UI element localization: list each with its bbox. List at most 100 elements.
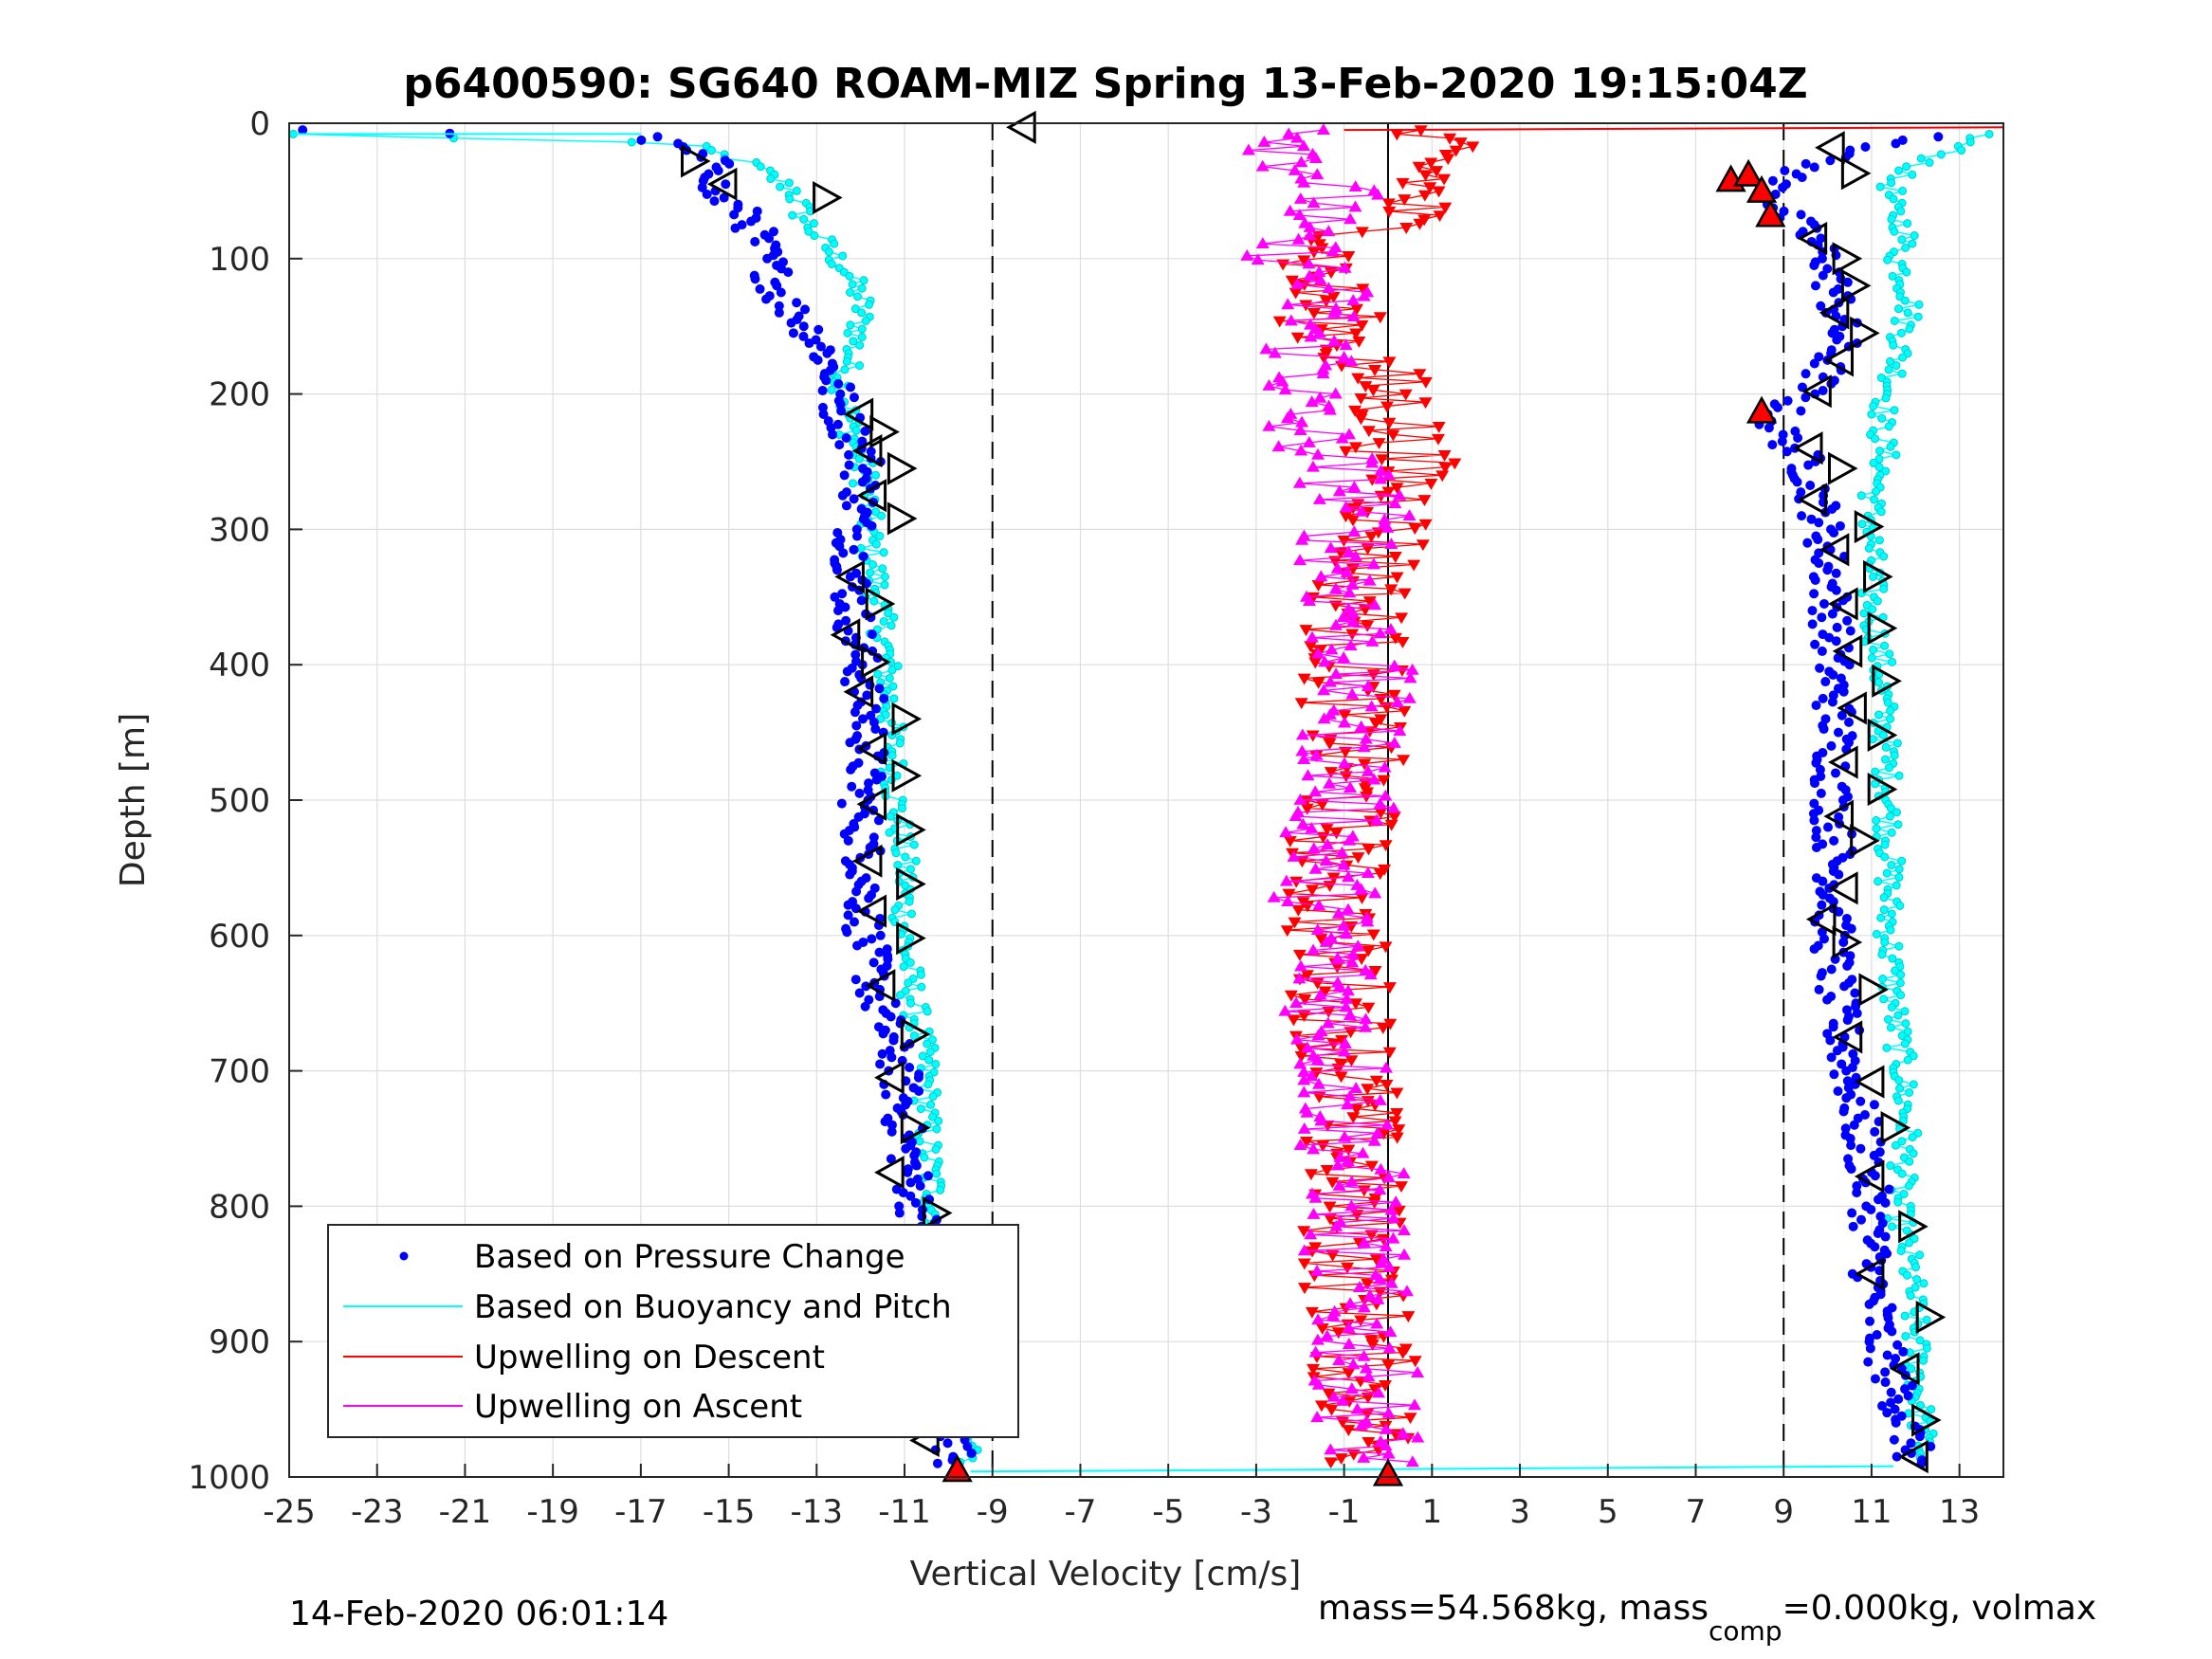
buoyancy-point <box>766 174 776 184</box>
stall-marker <box>1797 483 1828 517</box>
ascent-point <box>1296 139 1310 152</box>
pressure-point <box>1892 1340 1903 1350</box>
buoyancy-point <box>706 146 716 155</box>
pressure-point <box>1837 710 1847 720</box>
pressure-point <box>1838 1106 1849 1117</box>
pressure-point <box>792 298 802 308</box>
buoyancy-point <box>1867 410 1876 419</box>
buoyancy-point <box>1984 129 1994 138</box>
buoyancy-point <box>1864 543 1874 553</box>
descent-point <box>1285 275 1299 287</box>
buoyancy-point <box>936 1185 945 1194</box>
axis-ticks: -25 -23 -21 -19 -17 -15 -13 -11 -9 -7 -5 -3 -1 1 3 5 7 9 1… <box>188 105 1980 1531</box>
buoyancy-point <box>1901 1019 1910 1029</box>
pressure-point <box>1834 869 1844 880</box>
ascent-point <box>1348 180 1362 192</box>
pressure-point <box>1852 1008 1862 1018</box>
stall-marker <box>1823 799 1854 833</box>
ascent-point <box>1381 1447 1396 1459</box>
buoyancy-point <box>880 580 889 590</box>
ascent-point <box>1343 1009 1357 1020</box>
buoyancy-point <box>1876 373 1886 382</box>
buoyancy-point <box>917 982 926 992</box>
descent-point <box>1331 1327 1345 1340</box>
pressure-point <box>774 301 784 311</box>
descent-point <box>1361 1084 1375 1096</box>
stall-marker <box>887 501 918 536</box>
ascent-point <box>1308 152 1323 164</box>
buoyancy-point <box>1916 154 1926 163</box>
pressure-point <box>1810 281 1820 291</box>
pressure-point <box>837 490 848 501</box>
ascent-point <box>1373 627 1387 639</box>
buoyancy-point <box>1884 365 1893 374</box>
ascent-point <box>1312 265 1326 277</box>
pressure-point <box>814 324 824 335</box>
pressure-point <box>962 1441 973 1451</box>
pressure-point <box>1810 574 1820 585</box>
buoyancy-point <box>848 479 857 488</box>
buoyancy-point <box>1886 714 1895 723</box>
descent-point <box>1364 1160 1379 1173</box>
pressure-point <box>857 436 868 447</box>
buoyancy-point <box>1873 596 1882 606</box>
buoyancy-point <box>1896 328 1906 337</box>
descent-point <box>1300 803 1314 815</box>
ascent-point <box>1380 520 1395 533</box>
ascent-point <box>1359 1012 1373 1025</box>
pressure-point <box>1808 809 1819 819</box>
x-tick-label: -7 <box>1065 1493 1097 1531</box>
descent-point <box>1418 170 1433 182</box>
ascent-point <box>1293 1139 1307 1151</box>
pressure-point <box>834 440 845 450</box>
descent-point <box>1354 1315 1368 1327</box>
buoyancy-point <box>850 304 860 314</box>
pressure-point <box>853 811 864 822</box>
stall-marker <box>1867 773 1898 807</box>
buoyancy-point <box>1883 698 1892 707</box>
ascent-point <box>1292 972 1307 984</box>
pressure-point <box>1852 1180 1862 1191</box>
pressure-point <box>818 410 829 420</box>
buoyancy-point <box>1896 991 1906 1000</box>
stall-marker <box>896 921 926 956</box>
buoyancy-point <box>1910 1283 1920 1292</box>
ascent-point <box>1397 1224 1411 1236</box>
descent-point <box>1291 904 1306 917</box>
pressure-point <box>887 1052 897 1063</box>
pressure-point <box>1845 626 1856 636</box>
ascent-point <box>1329 618 1344 630</box>
y-tick-label: 400 <box>209 647 270 684</box>
descent-point <box>1342 251 1356 263</box>
buoyancy-point <box>926 1100 936 1109</box>
pressure-point <box>1801 369 1811 379</box>
descent-point <box>1320 1164 1334 1176</box>
ascent-point <box>1304 1228 1318 1240</box>
descent-point <box>1337 535 1351 547</box>
pressure-point <box>1827 328 1837 338</box>
pressure-point <box>1796 210 1806 220</box>
buoyancy-point <box>1902 267 1911 277</box>
pressure-point <box>1807 619 1818 629</box>
ascent-point <box>1295 415 1309 428</box>
pressure-point <box>1822 994 1833 1005</box>
ascent-point <box>1311 1313 1325 1325</box>
ascent-point <box>1396 1427 1410 1439</box>
ascent-point <box>1338 1037 1352 1048</box>
buoyancy-point <box>1893 1096 1903 1105</box>
descent-point <box>1322 1006 1336 1018</box>
pressure-point <box>1865 1343 1875 1354</box>
ascent-point <box>1361 866 1375 879</box>
ascent-point <box>1370 1317 1384 1329</box>
buoyancy-point <box>1891 1140 1900 1150</box>
ascent-point <box>1346 947 1361 959</box>
descent-point <box>1417 495 1432 506</box>
ascent-point <box>1311 1029 1325 1041</box>
descent-point <box>1368 966 1382 977</box>
pressure-point <box>1887 1326 1897 1337</box>
pressure-point <box>1826 1052 1837 1063</box>
buoyancy-point <box>1897 856 1907 866</box>
buoyancy-point <box>1901 243 1910 252</box>
buoyancy-point <box>920 1153 929 1162</box>
buoyancy-point <box>1880 641 1890 650</box>
